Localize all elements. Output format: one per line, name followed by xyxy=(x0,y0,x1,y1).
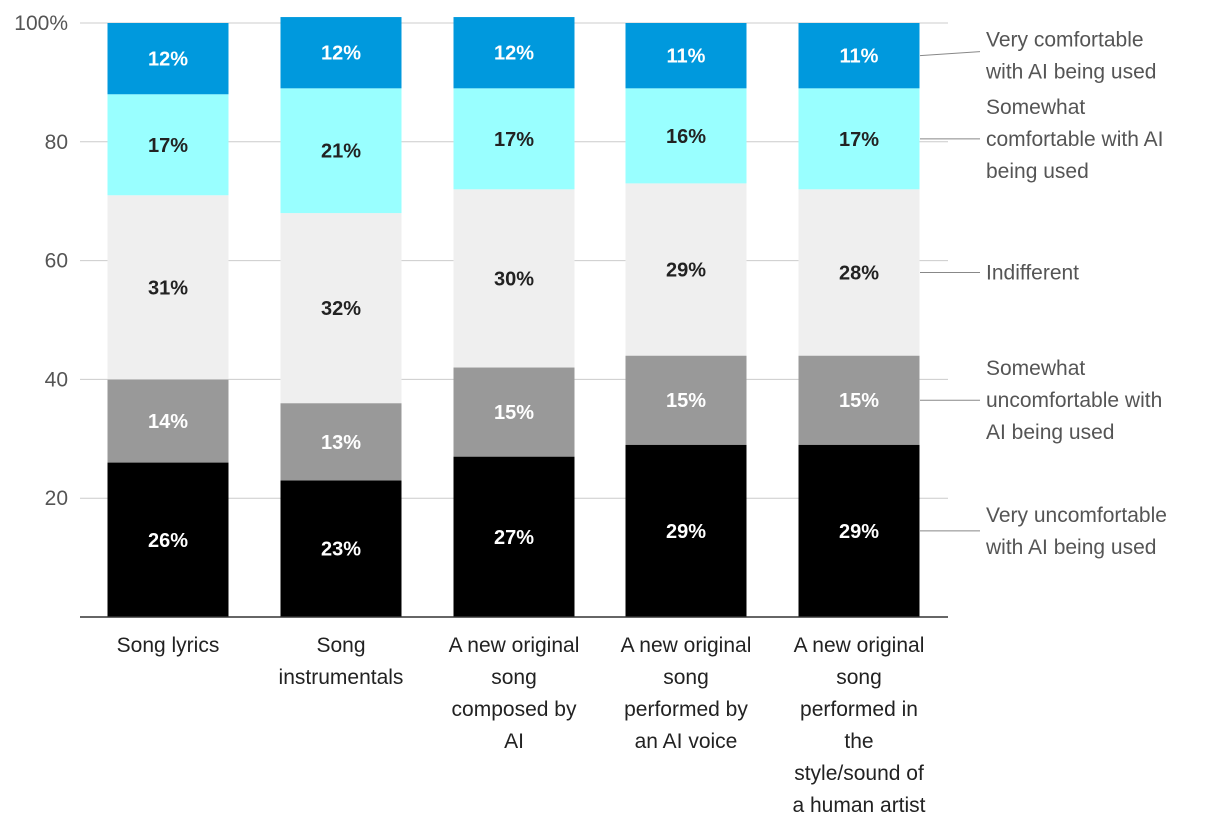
legend-label: uncomfortable with xyxy=(986,389,1162,412)
category-label: instrumentals xyxy=(279,666,404,689)
category-label: AI xyxy=(504,730,524,753)
legend-label: Very comfortable xyxy=(986,29,1144,52)
data-label: 29% xyxy=(839,521,879,543)
data-label: 15% xyxy=(494,402,534,424)
legend-leader-line xyxy=(919,51,981,57)
category-label: performed in xyxy=(800,698,918,721)
bar-segment xyxy=(798,88,920,190)
bar-segment xyxy=(453,189,575,368)
data-label: 31% xyxy=(148,277,188,299)
bar-segment xyxy=(453,17,575,89)
category-label: style/sound of xyxy=(794,762,924,785)
y-axis-ticks: 20 40 60 80 100% xyxy=(14,12,68,510)
bar-segment xyxy=(107,195,229,380)
data-label: 12% xyxy=(321,43,361,65)
bar-segment xyxy=(107,379,229,463)
data-label: 32% xyxy=(321,298,361,320)
data-label: 23% xyxy=(321,539,361,561)
category-label: song xyxy=(836,666,882,689)
data-label: 17% xyxy=(148,135,188,157)
data-label: 29% xyxy=(666,260,706,282)
bar-segment xyxy=(453,88,575,190)
bar-segment xyxy=(453,367,575,457)
data-label: 17% xyxy=(494,129,534,151)
bar-segment xyxy=(107,23,229,95)
data-label: 26% xyxy=(148,530,188,552)
legend-label: with AI being used xyxy=(985,61,1156,84)
bar-segment xyxy=(280,213,402,404)
category-labels: Song lyrics Song instrumentals A new origin… xyxy=(117,634,926,817)
category-label: A new original xyxy=(449,634,580,657)
data-label: 14% xyxy=(148,411,188,433)
legend: Very uncomfortable with AI being used Some… xyxy=(919,29,1167,559)
bar-segment xyxy=(280,403,402,481)
data-label: 11% xyxy=(840,46,879,68)
legend-label: comfortable with AI xyxy=(986,128,1163,151)
data-label: 17% xyxy=(839,129,879,151)
bars xyxy=(107,17,920,617)
legend-label: being used xyxy=(986,160,1089,183)
y-tick-label: 20 xyxy=(45,487,68,510)
data-label: 15% xyxy=(839,390,879,412)
data-label: 11% xyxy=(667,46,706,68)
category-label: Song xyxy=(316,634,365,657)
segment-labels: 26% 14% 31% 17% 12% 23% 13% 32% 21% 12% 27% 15% 30% 1… xyxy=(148,43,879,561)
bar-segment xyxy=(798,444,920,617)
category-label: an AI voice xyxy=(635,730,738,753)
bar-segment xyxy=(625,88,747,184)
bar-segment xyxy=(280,17,402,89)
data-label: 29% xyxy=(666,521,706,543)
bar-segment xyxy=(798,355,920,445)
bar-segment xyxy=(280,88,402,214)
data-label: 30% xyxy=(494,268,534,290)
data-label: 27% xyxy=(494,527,534,549)
legend-label: Somewhat xyxy=(986,96,1085,119)
bar-segment xyxy=(453,456,575,617)
category-label: a human artist xyxy=(792,794,925,817)
bar-segment xyxy=(107,462,229,617)
category-label: A new original xyxy=(621,634,752,657)
legend-label: Indifferent xyxy=(986,261,1079,284)
category-label: Song lyrics xyxy=(117,634,220,657)
bar-segment xyxy=(625,23,747,89)
legend-label: Somewhat xyxy=(986,357,1085,380)
category-label: song xyxy=(663,666,709,689)
y-tick-label: 80 xyxy=(45,131,68,154)
category-label: A new original xyxy=(794,634,925,657)
category-label: performed by xyxy=(624,698,748,721)
legend-label: AI being used xyxy=(986,421,1114,444)
y-tick-label: 40 xyxy=(45,368,68,391)
data-label: 15% xyxy=(666,390,706,412)
data-label: 13% xyxy=(321,432,361,454)
data-label: 28% xyxy=(839,262,879,284)
bar-segment xyxy=(625,183,747,356)
legend-label: Very uncomfortable xyxy=(986,504,1167,527)
bar-segment xyxy=(625,444,747,617)
y-tick-label: 100% xyxy=(14,12,68,35)
legend-label: with AI being used xyxy=(985,536,1156,559)
bar-segment xyxy=(280,480,402,617)
bar-segment xyxy=(625,355,747,445)
bar-segment xyxy=(798,23,920,89)
category-label: the xyxy=(844,730,873,753)
data-label: 21% xyxy=(321,141,361,163)
bar-segment xyxy=(107,94,229,196)
data-label: 12% xyxy=(494,43,534,65)
data-label: 12% xyxy=(148,49,188,71)
category-label: song xyxy=(491,666,537,689)
y-tick-label: 60 xyxy=(45,250,68,273)
category-label: composed by xyxy=(452,698,577,721)
bar-segment xyxy=(798,189,920,356)
data-label: 16% xyxy=(666,126,706,148)
